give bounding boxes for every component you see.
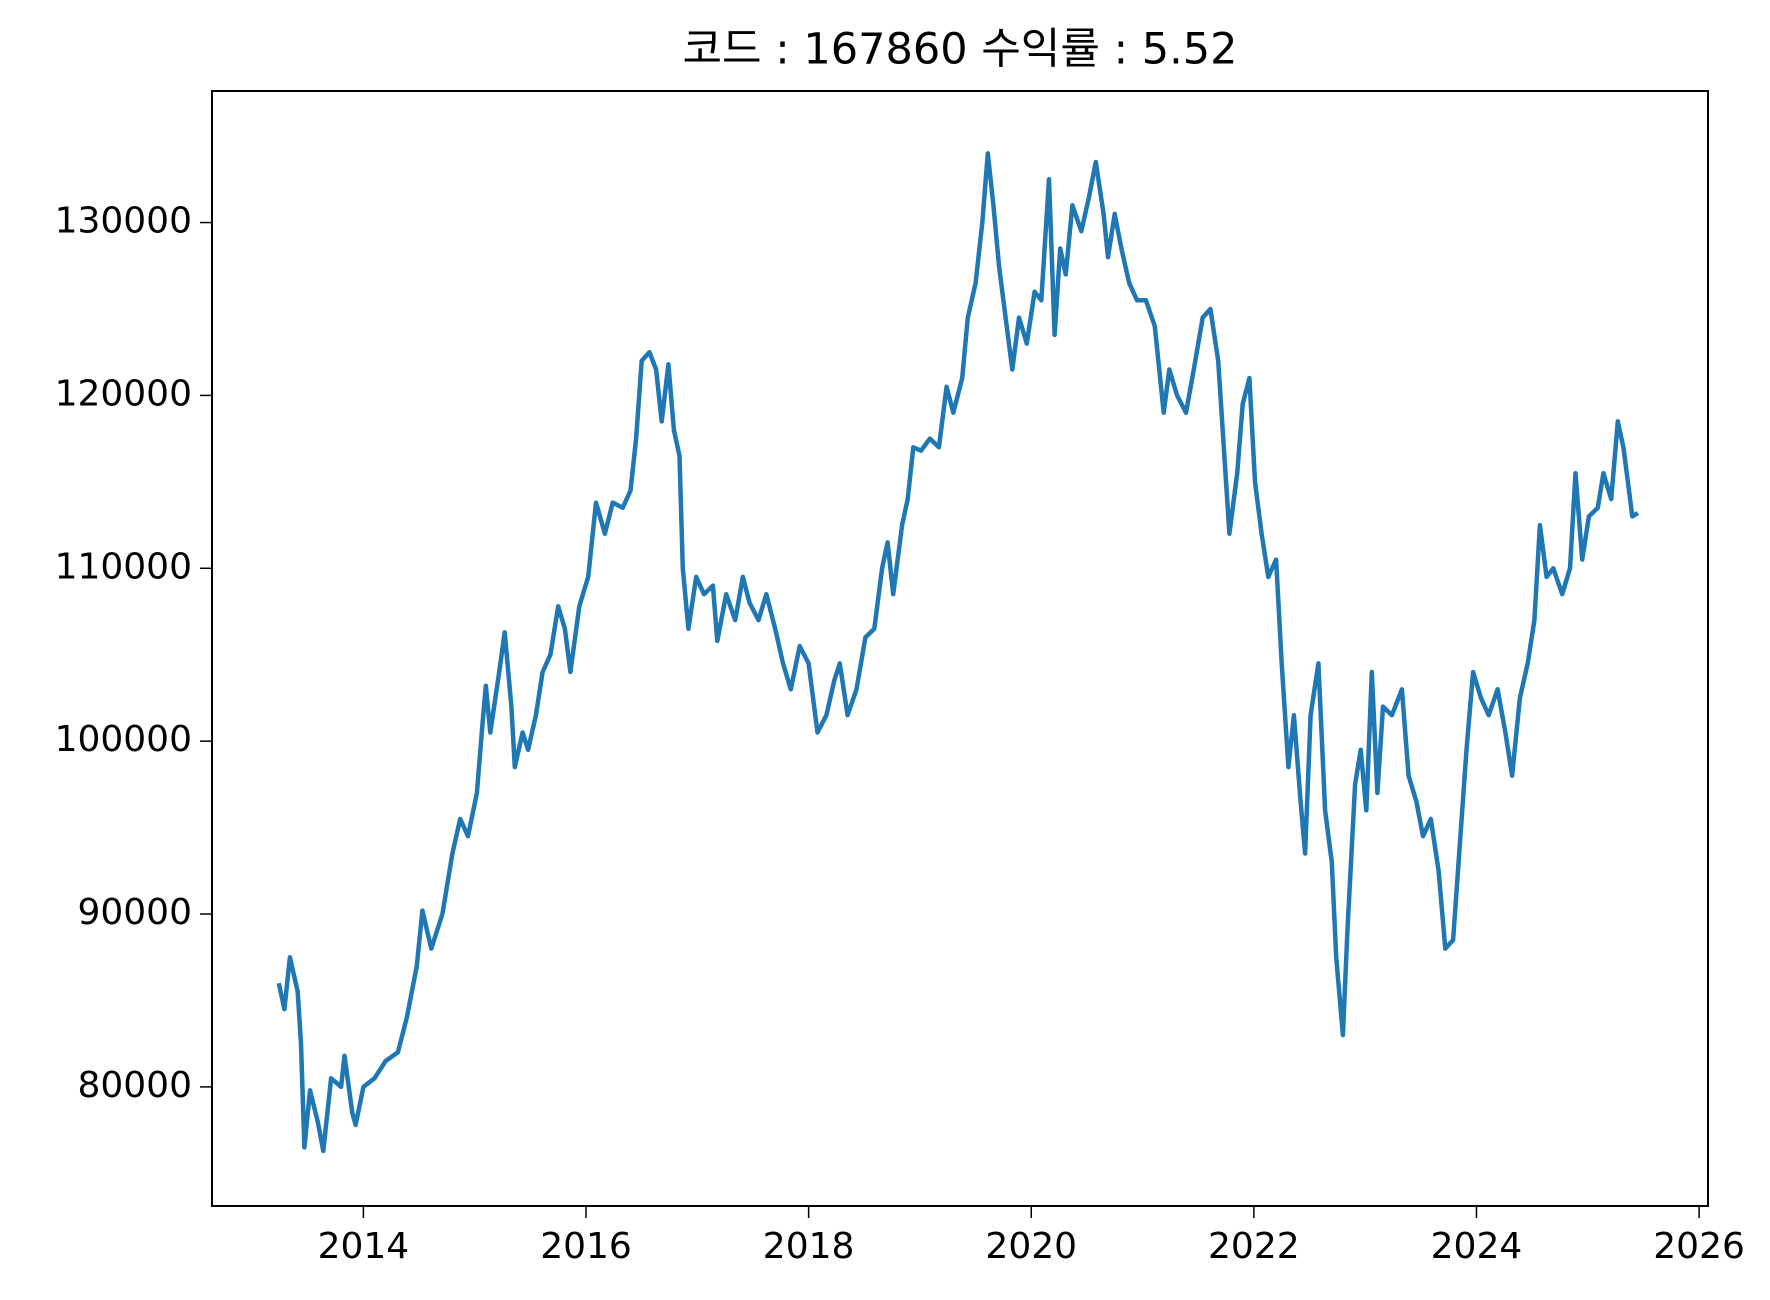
plot-frame	[211, 90, 1709, 1207]
y-tick-label: 120000	[55, 373, 192, 414]
x-tick-label: 2026	[1653, 1226, 1745, 1267]
x-tick-label: 2020	[985, 1226, 1077, 1267]
chart-title: 코드 : 167860 수익률 : 5.52	[682, 25, 1237, 75]
x-tick-label: 2022	[1208, 1226, 1300, 1267]
x-tick-label: 2024	[1431, 1226, 1523, 1267]
x-tick-label: 2014	[318, 1226, 410, 1267]
y-tick-label: 90000	[77, 892, 192, 933]
y-tick-label: 100000	[55, 719, 192, 760]
y-tick-label: 80000	[77, 1065, 192, 1106]
x-tick-label: 2016	[540, 1226, 632, 1267]
price-line	[276, 151, 1640, 1154]
y-tick-label: 110000	[55, 546, 192, 587]
y-tick-label: 130000	[55, 201, 192, 242]
x-tick-label: 2018	[763, 1226, 855, 1267]
